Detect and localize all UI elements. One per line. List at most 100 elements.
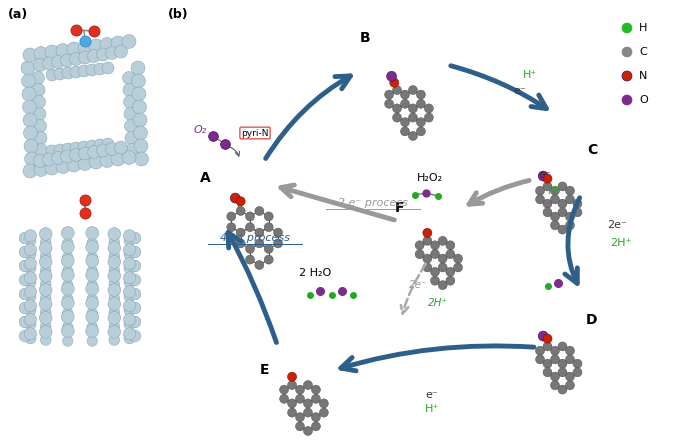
Circle shape <box>236 239 245 248</box>
Circle shape <box>94 63 106 75</box>
Circle shape <box>565 372 575 381</box>
Circle shape <box>61 241 74 253</box>
Circle shape <box>134 139 148 153</box>
Circle shape <box>236 206 245 215</box>
Circle shape <box>551 381 560 390</box>
Circle shape <box>551 221 560 230</box>
Circle shape <box>19 260 31 272</box>
Circle shape <box>124 108 137 120</box>
Circle shape <box>109 293 120 303</box>
Circle shape <box>78 141 90 153</box>
Circle shape <box>24 229 36 242</box>
Circle shape <box>227 212 236 221</box>
Circle shape <box>108 298 121 310</box>
Circle shape <box>264 223 273 232</box>
Circle shape <box>538 171 548 181</box>
Circle shape <box>303 399 312 408</box>
Circle shape <box>62 280 73 290</box>
Circle shape <box>78 156 92 171</box>
Circle shape <box>312 394 321 403</box>
Circle shape <box>123 71 136 85</box>
Circle shape <box>87 308 97 318</box>
Circle shape <box>573 359 582 368</box>
Circle shape <box>123 272 136 284</box>
Circle shape <box>288 372 297 381</box>
Circle shape <box>108 241 121 254</box>
Circle shape <box>573 368 582 377</box>
Circle shape <box>312 422 321 431</box>
Circle shape <box>102 138 114 150</box>
Circle shape <box>558 385 567 394</box>
Circle shape <box>446 250 455 259</box>
Circle shape <box>129 274 141 286</box>
Circle shape <box>264 255 273 264</box>
Circle shape <box>123 328 136 340</box>
Circle shape <box>255 206 264 215</box>
Circle shape <box>34 163 48 176</box>
Text: 4 e⁻ process: 4 e⁻ process <box>220 233 290 243</box>
Circle shape <box>255 228 264 237</box>
Text: F: F <box>395 201 405 215</box>
Circle shape <box>303 427 312 435</box>
Circle shape <box>87 294 97 304</box>
Circle shape <box>236 228 245 237</box>
Circle shape <box>384 99 394 109</box>
Text: D: D <box>586 313 598 327</box>
Circle shape <box>114 45 127 58</box>
Circle shape <box>303 408 312 417</box>
Circle shape <box>129 260 141 272</box>
Circle shape <box>551 372 560 381</box>
Circle shape <box>86 324 99 338</box>
Circle shape <box>453 263 462 272</box>
Circle shape <box>543 208 552 217</box>
Circle shape <box>40 265 51 276</box>
Text: O: O <box>639 95 648 105</box>
Text: A: A <box>199 171 210 185</box>
Circle shape <box>19 330 31 342</box>
Circle shape <box>54 144 66 156</box>
Circle shape <box>54 68 66 80</box>
Circle shape <box>415 250 424 259</box>
Circle shape <box>111 36 125 50</box>
Text: e⁻: e⁻ <box>538 170 551 180</box>
Circle shape <box>56 159 70 174</box>
Circle shape <box>295 422 305 431</box>
Circle shape <box>25 305 36 316</box>
Text: H⁺: H⁺ <box>523 70 537 80</box>
Circle shape <box>23 48 37 62</box>
Circle shape <box>536 346 545 355</box>
Circle shape <box>51 55 64 69</box>
Circle shape <box>123 299 136 312</box>
Circle shape <box>551 195 560 204</box>
Circle shape <box>61 311 74 323</box>
Circle shape <box>408 104 417 113</box>
Circle shape <box>97 144 110 157</box>
Circle shape <box>39 228 52 240</box>
Circle shape <box>25 291 36 302</box>
Circle shape <box>109 279 120 289</box>
Circle shape <box>543 359 552 368</box>
Circle shape <box>87 266 97 276</box>
Circle shape <box>273 239 282 248</box>
Circle shape <box>416 90 425 99</box>
Text: B: B <box>360 31 371 45</box>
Circle shape <box>295 394 305 403</box>
Circle shape <box>100 154 114 167</box>
Circle shape <box>538 331 548 341</box>
Circle shape <box>108 311 121 324</box>
Circle shape <box>430 241 440 250</box>
Circle shape <box>129 246 141 258</box>
Circle shape <box>384 90 394 99</box>
Circle shape <box>551 186 560 195</box>
Circle shape <box>109 265 120 276</box>
Circle shape <box>19 316 31 328</box>
Circle shape <box>24 258 36 270</box>
Circle shape <box>32 83 45 97</box>
Circle shape <box>88 50 101 62</box>
Circle shape <box>134 152 149 166</box>
Circle shape <box>108 284 121 296</box>
Circle shape <box>34 132 47 144</box>
Circle shape <box>558 182 567 191</box>
Circle shape <box>133 113 147 127</box>
Circle shape <box>132 100 147 114</box>
